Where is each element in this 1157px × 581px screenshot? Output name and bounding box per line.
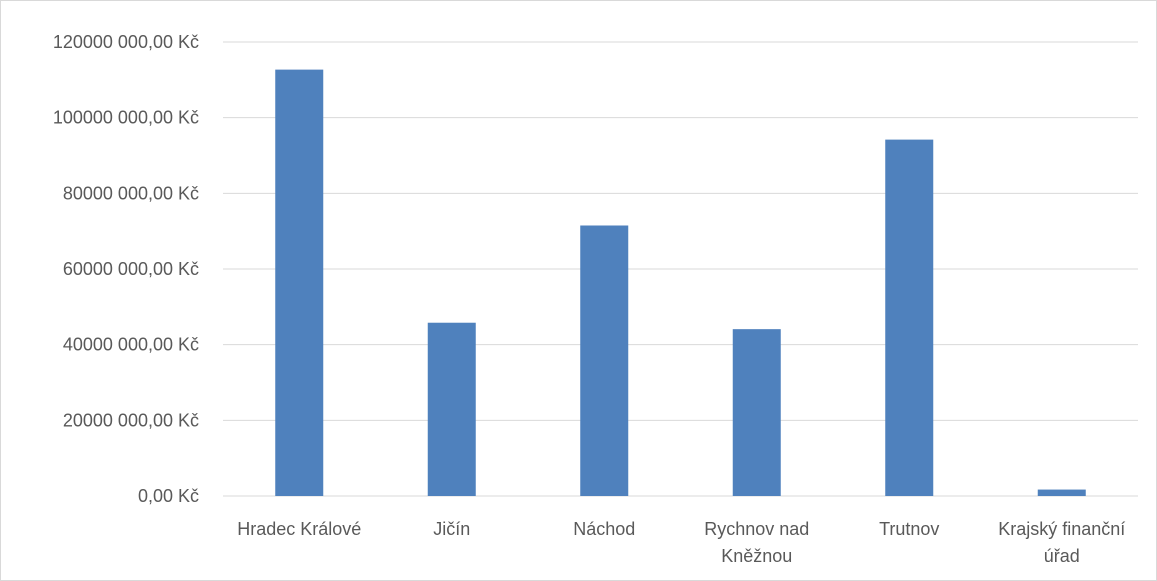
x-tick-label-line: Krajský finanční bbox=[998, 519, 1125, 539]
y-axis-tick-labels: 0,00 Kč 20000 000,00 Kč 40000 000,00 Kč 600… bbox=[53, 32, 199, 506]
x-tick-label-line: Rychnov nad bbox=[704, 519, 809, 539]
x-axis-tick-labels: Hradec Králové Jičín Náchod Rychnov nad Kněž… bbox=[237, 519, 1125, 566]
y-tick-label: 0,00 Kč bbox=[138, 486, 199, 506]
y-tick-label: 120000 000,00 Kč bbox=[53, 32, 199, 52]
y-tick-label: 100000 000,00 Kč bbox=[53, 108, 199, 128]
bar bbox=[885, 139, 934, 497]
gridlines bbox=[223, 41, 1138, 497]
bar bbox=[732, 329, 781, 496]
y-tick-label: 80000 000,00 Kč bbox=[63, 183, 199, 203]
x-tick-label: Náchod bbox=[573, 519, 635, 539]
bar bbox=[427, 322, 476, 496]
x-tick-label: Trutnov bbox=[879, 519, 939, 539]
x-tick-label-line: Hradec Králové bbox=[237, 519, 361, 539]
x-tick-label-line: Kněžnou bbox=[721, 546, 792, 566]
bar bbox=[275, 69, 324, 496]
y-tick-label: 20000 000,00 Kč bbox=[63, 410, 199, 430]
x-tick-label: Hradec Králové bbox=[237, 519, 361, 539]
y-tick-label: 60000 000,00 Kč bbox=[63, 259, 199, 279]
x-tick-label-line: Trutnov bbox=[879, 519, 939, 539]
y-tick-label: 40000 000,00 Kč bbox=[63, 335, 199, 355]
x-tick-label: Krajský finanční úřad bbox=[998, 519, 1125, 566]
x-tick-label: Jičín bbox=[433, 519, 470, 539]
x-tick-label: Rychnov nad Kněžnou bbox=[704, 519, 809, 566]
x-tick-label-line: Jičín bbox=[433, 519, 470, 539]
bar bbox=[580, 225, 629, 496]
x-tick-label-line: Náchod bbox=[573, 519, 635, 539]
bars bbox=[275, 69, 1086, 497]
x-tick-label-line: úřad bbox=[1044, 546, 1080, 566]
bar bbox=[1037, 489, 1086, 496]
